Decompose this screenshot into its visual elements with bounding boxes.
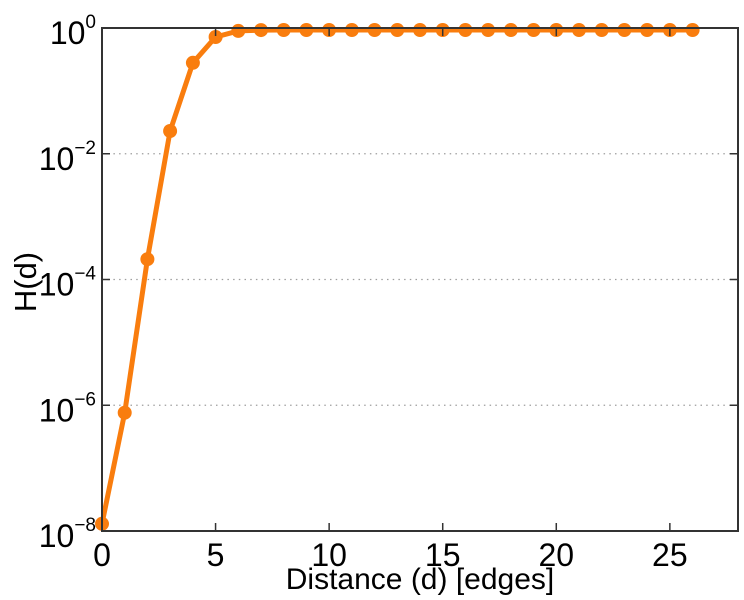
data-point	[390, 23, 405, 37]
data-point	[458, 23, 473, 37]
data-point	[140, 252, 155, 267]
data-point	[685, 23, 700, 37]
x-tick-label: 5	[207, 537, 225, 573]
data-point	[117, 405, 132, 420]
data-point	[367, 23, 382, 37]
data-point	[276, 23, 291, 37]
plot-border	[101, 27, 739, 532]
data-point	[344, 23, 359, 37]
grid-lines	[102, 153, 738, 406]
data-point	[572, 23, 586, 37]
y-tick-label: 100	[50, 12, 96, 51]
data-point	[231, 23, 246, 38]
y-axis-label: H(d)	[8, 252, 43, 312]
x-tick-labels: 0 5 10 15 20 25	[93, 537, 688, 573]
x-tick-label: 20	[538, 537, 574, 573]
x-tick-label: 0	[93, 537, 111, 573]
data-point	[640, 23, 655, 37]
data-point	[503, 23, 518, 37]
data-point	[481, 23, 496, 37]
y-tick-label: 10−4	[39, 264, 97, 303]
data-point	[208, 30, 223, 44]
y-tick-label: 10−6	[39, 389, 96, 428]
x-tick-label: 25	[652, 537, 688, 573]
data-point	[185, 55, 200, 70]
data-point	[299, 23, 314, 37]
data-point	[617, 23, 632, 37]
data-point	[526, 23, 541, 37]
y-tick-label: 10−8	[39, 515, 96, 554]
y-tick-labels: 100 10−2 10−4 10−6 10−8	[39, 12, 97, 554]
axis-box	[101, 27, 739, 532]
x-axis-label: Distance (d) [edges]	[286, 563, 554, 596]
y-tick-label: 10−2	[39, 138, 96, 177]
data-point	[413, 23, 427, 37]
data-point	[163, 124, 178, 138]
series-line	[99, 27, 696, 527]
data-point	[254, 23, 268, 38]
data-point	[594, 23, 609, 37]
x-tick-label: 10	[311, 537, 347, 573]
x-tick-label: 15	[425, 537, 461, 573]
data-series	[95, 23, 700, 531]
